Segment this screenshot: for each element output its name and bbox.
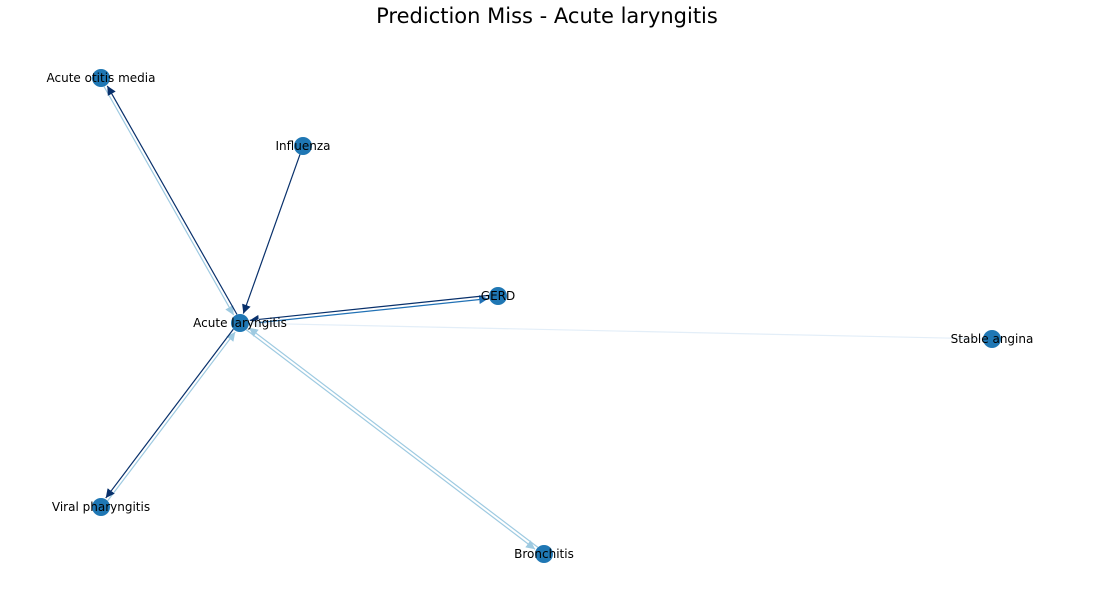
nodes-layer: Acute laryngitis Acute otitis media Influe… [47,69,1034,563]
node-influenza [294,137,312,155]
edge-gerd-to-acute-laryngitis [249,294,489,324]
edge-stable-angina-to-acute-laryngitis [249,318,984,340]
node-viral-pharyngitis [92,498,110,516]
node-bronchitis [535,545,553,563]
diagram-title: Prediction Miss - Acute laryngitis [376,4,718,28]
node-label-bronchitis: Bronchitis [514,547,574,561]
edge-influenza-to-acute-laryngitis [242,154,301,314]
edge-bronchitis-to-acute-laryngitis [248,327,539,548]
node-acute-otitis-media [92,69,110,87]
node-label-influenza: Influenza [276,139,331,153]
node-label-acute-otitis-media: Acute otitis media [47,71,156,85]
node-label-gerd: GERD [481,289,515,303]
edge-acute-laryngitis-to-bronchitis [245,329,536,550]
node-label-stable-angina: Stable angina [951,332,1034,346]
edges-layer [103,85,984,550]
node-label-acute-laryngitis: Acute laryngitis [193,316,287,330]
node-gerd [489,287,507,305]
edge-viral-pharyngitis-to-acute-laryngitis [107,331,236,502]
edge-acute-otitis-media-to-acute-laryngitis [103,86,235,316]
node-acute-laryngitis [231,314,249,332]
edge-acute-laryngitis-to-acute-otitis-media [106,85,238,315]
edge-acute-laryngitis-to-viral-pharyngitis [105,328,234,499]
node-stable-angina [983,330,1001,348]
edge-acute-laryngitis-to-gerd [249,295,489,325]
node-label-viral-pharyngitis: Viral pharyngitis [52,500,150,514]
